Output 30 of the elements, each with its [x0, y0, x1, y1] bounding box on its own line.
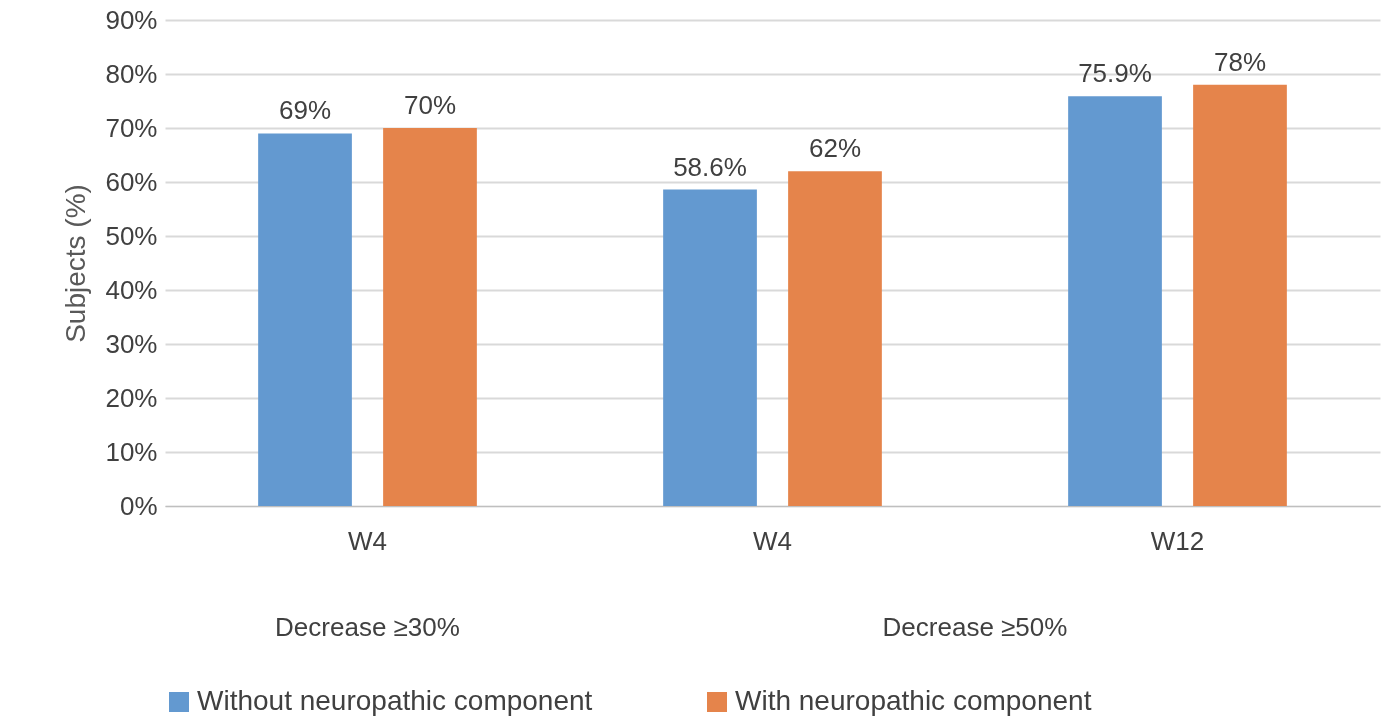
- x-tick-label: W12: [1150, 525, 1205, 556]
- data-label: 62%: [808, 133, 862, 164]
- bar: [258, 133, 352, 506]
- text: Decrease ≥30%: [275, 612, 460, 642]
- x-tick-label: W4: [753, 525, 792, 556]
- y-tick-label: 0%: [119, 490, 158, 521]
- legend-label: Without neuropathic component: [197, 685, 593, 716]
- bar: [383, 128, 477, 506]
- data-label: 69%: [278, 95, 332, 126]
- y-tick-label: 10%: [105, 436, 158, 467]
- text: Decrease ≥50%: [882, 612, 1068, 642]
- y-tick-label: 20%: [105, 382, 158, 413]
- y-tick-label: 50%: [105, 220, 158, 251]
- x-tick-label: W4: [348, 525, 387, 556]
- data-label: 75.9%: [1078, 58, 1152, 89]
- y-tick-label: 90%: [105, 4, 158, 35]
- bar: [663, 189, 757, 506]
- bar: [788, 171, 882, 506]
- bar: [1068, 96, 1162, 506]
- y-axis-title: Subjects (%): [60, 184, 92, 343]
- y-tick-label: 60%: [105, 166, 158, 197]
- y-tick-label: 40%: [105, 274, 158, 305]
- legend-label: With neuropathic component: [735, 685, 1092, 716]
- y-tick-label: 30%: [105, 328, 158, 359]
- bar: [1193, 84, 1287, 506]
- y-tick-label: 70%: [105, 112, 158, 143]
- data-label: 70%: [403, 90, 457, 120]
- data-label: 58.6%: [673, 151, 747, 182]
- y-tick-label: 80%: [105, 58, 158, 89]
- data-label: 78%: [1213, 46, 1267, 77]
